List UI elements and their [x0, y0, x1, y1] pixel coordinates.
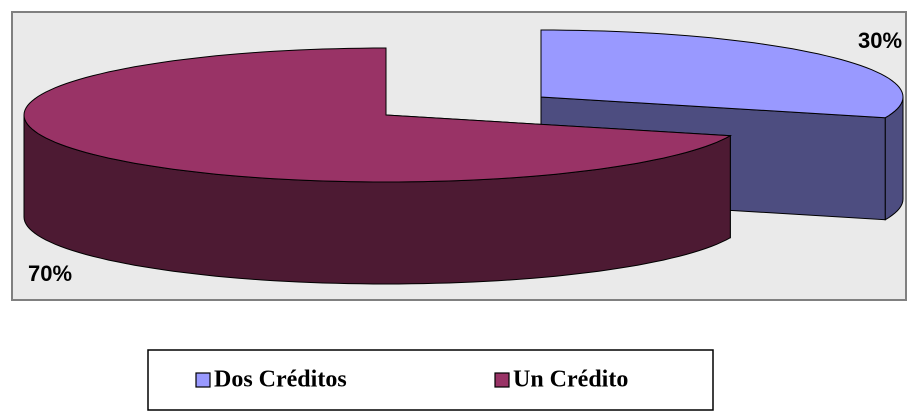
legend-label: Dos Créditos: [214, 367, 347, 393]
legend-label: Un Crédito: [513, 367, 628, 393]
data-label: 70%: [28, 261, 72, 286]
data-label: 30%: [858, 28, 902, 53]
pie: [23, 29, 904, 285]
legend: [147, 349, 714, 411]
legend-swatch: [195, 372, 211, 388]
slice: [23, 47, 733, 183]
legend-swatch: [494, 372, 510, 388]
slice: [540, 29, 904, 119]
